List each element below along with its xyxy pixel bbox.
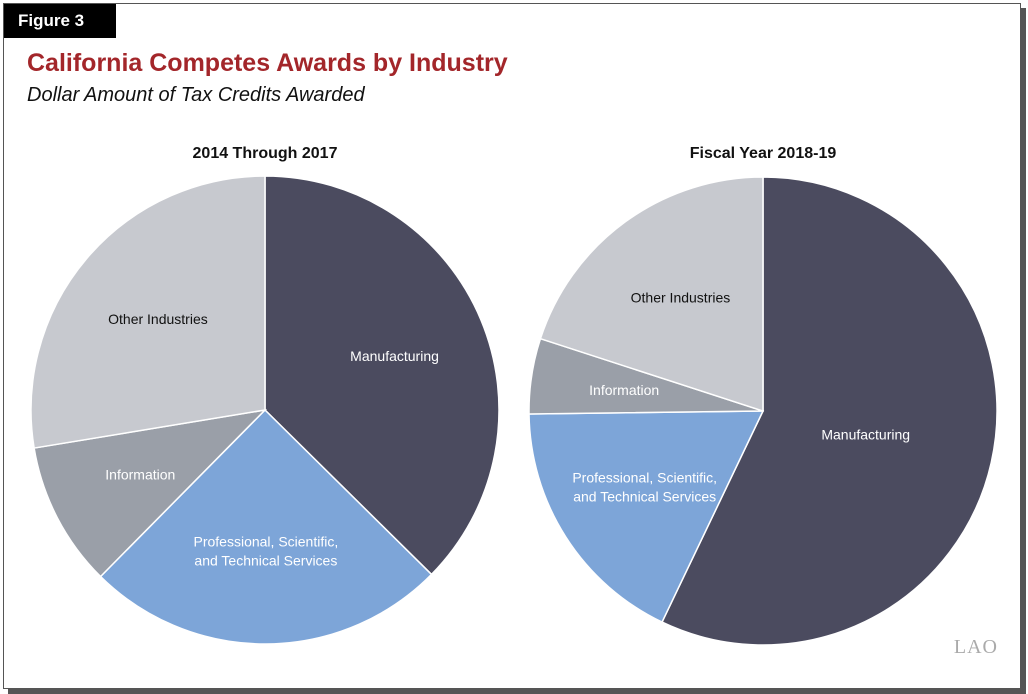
pie-slice-label: Information — [105, 467, 175, 483]
pie-slice-label: Professional, Scientific, and Technical S… — [572, 470, 717, 505]
pie-slice-other — [539, 176, 764, 413]
pie-title: Fiscal Year 2018-19 — [690, 145, 837, 162]
pie-slice-other — [30, 175, 266, 449]
lao-logo: LAO — [953, 636, 998, 658]
pie-slice-label: Manufacturing — [821, 426, 910, 442]
chart-subtitle: Dollar Amount of Tax Credits Awarded — [27, 84, 365, 106]
pie-slice-manufacturing — [264, 175, 500, 576]
pie-slice-label: Information — [589, 382, 659, 398]
pie-slice-manufacturing — [661, 176, 998, 646]
pie-slice-label: Other Industries — [631, 289, 731, 305]
pie-slice-professional — [99, 408, 433, 645]
pie-slice-label: Professional, Scientific, and Technical S… — [194, 533, 339, 568]
pie-slice-information — [33, 408, 268, 578]
pie-title: 2014 Through 2017 — [193, 145, 338, 162]
pie-slice-label: Manufacturing — [350, 348, 439, 364]
pie-slice-label: Other Industries — [108, 311, 208, 327]
figure-label: Figure 3 — [4, 4, 116, 38]
chart-title: California Competes Awards by Industry — [27, 49, 508, 77]
pie-slice-professional — [528, 410, 765, 624]
